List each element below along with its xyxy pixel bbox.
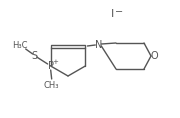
Text: S: S — [32, 51, 38, 61]
Text: N: N — [95, 40, 102, 50]
Text: H₃C: H₃C — [12, 40, 27, 49]
Text: P: P — [48, 61, 54, 71]
Text: CH₃: CH₃ — [44, 80, 59, 89]
Text: −: − — [115, 7, 123, 17]
Text: +: + — [53, 59, 59, 65]
Text: O: O — [150, 51, 158, 61]
Text: I: I — [110, 9, 114, 19]
